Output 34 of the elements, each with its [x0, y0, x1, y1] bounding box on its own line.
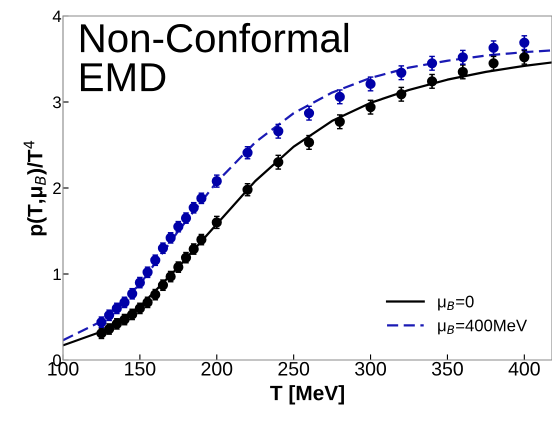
- y-axis-title: p(T,μ$_{B}$)/T$^{4}$: [24, 140, 47, 236]
- x-tick-label: 250: [278, 362, 310, 376]
- point: [273, 126, 284, 136]
- point: [334, 92, 345, 102]
- point: [458, 66, 468, 77]
- y-tick-label: 3: [52, 96, 61, 108]
- legend-label: μ$_{B}$=400MeV: [438, 320, 528, 334]
- point: [458, 52, 468, 62]
- x-tick-label: 150: [125, 362, 156, 376]
- point: [396, 89, 406, 100]
- point: [304, 108, 314, 118]
- point: [365, 102, 376, 112]
- point: [519, 52, 530, 62]
- annotation: Non-Conformal EMD: [80, 22, 348, 92]
- point: [334, 116, 345, 127]
- point: [242, 148, 253, 158]
- point: [426, 76, 438, 86]
- point: [273, 157, 284, 168]
- y-tick-label: 2: [53, 182, 61, 194]
- point: [519, 38, 530, 48]
- point: [488, 58, 499, 68]
- x-tick-label: 400: [508, 362, 540, 376]
- x-tick-label: 350: [432, 362, 463, 376]
- x-tick-label: 300: [355, 362, 386, 376]
- point: [488, 42, 499, 53]
- point: [365, 78, 376, 90]
- point: [426, 58, 438, 68]
- y-tick-label: 1: [54, 268, 61, 280]
- x-axis-title: T [MeV]: [270, 385, 344, 404]
- legend-label: μ$_{B}$=0: [438, 296, 474, 311]
- point: [396, 68, 406, 78]
- x-tick-label: 200: [202, 362, 232, 376]
- y-tick-label: 4: [52, 10, 62, 22]
- point: [304, 137, 314, 148]
